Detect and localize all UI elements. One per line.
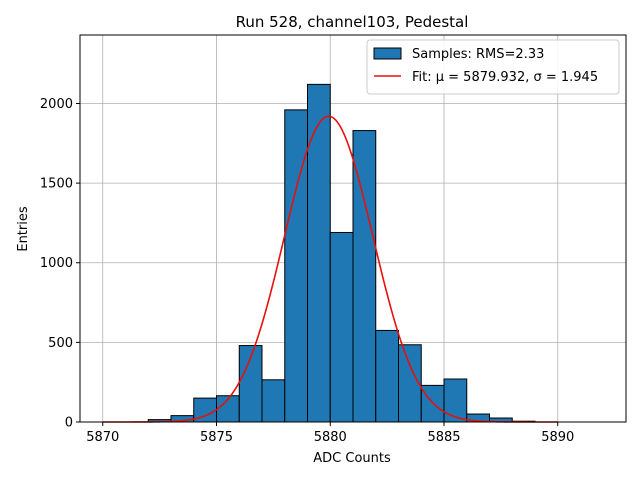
y-tick-label: 2000 xyxy=(40,97,73,112)
x-tick-label: 5870 xyxy=(86,430,119,445)
chart-title: Run 528, channel103, Pedestal xyxy=(236,13,469,31)
legend-swatch-samples xyxy=(373,47,402,60)
histogram-bar xyxy=(443,378,468,423)
histogram-bars xyxy=(147,83,536,423)
x-tick-label: 5880 xyxy=(314,430,347,445)
y-tick-label: 0 xyxy=(65,416,73,431)
x-axis-ticks: 5870 5875 5880 5885 5890 xyxy=(86,422,574,445)
legend: Samples: RMS=2.33 Fit: μ = 5879.932, σ =… xyxy=(366,39,620,95)
histogram-bar xyxy=(375,329,399,423)
plot-frame xyxy=(79,34,627,423)
y-axis-label: Entries xyxy=(16,206,31,252)
legend-box xyxy=(366,39,620,95)
fit-curve xyxy=(102,115,558,423)
histogram-bar xyxy=(329,231,354,423)
histogram-bar xyxy=(307,83,331,423)
y-tick-label: 1500 xyxy=(40,177,73,192)
legend-label-fit: Fit: μ = 5879.932, σ = 1.945 xyxy=(412,70,598,85)
y-axis-ticks: 0 500 1000 1500 2000 xyxy=(40,97,80,431)
y-tick-label: 1000 xyxy=(40,256,73,271)
histogram-bar xyxy=(352,130,377,423)
histogram-bar xyxy=(284,109,308,423)
x-tick-label: 5875 xyxy=(200,430,233,445)
histogram-bar xyxy=(261,379,286,423)
y-tick-label: 500 xyxy=(48,336,73,351)
x-tick-label: 5885 xyxy=(427,430,460,445)
x-axis-label: ADC Counts xyxy=(313,451,391,466)
legend-label-samples: Samples: RMS=2.33 xyxy=(412,47,544,62)
x-tick-label: 5890 xyxy=(541,430,574,445)
